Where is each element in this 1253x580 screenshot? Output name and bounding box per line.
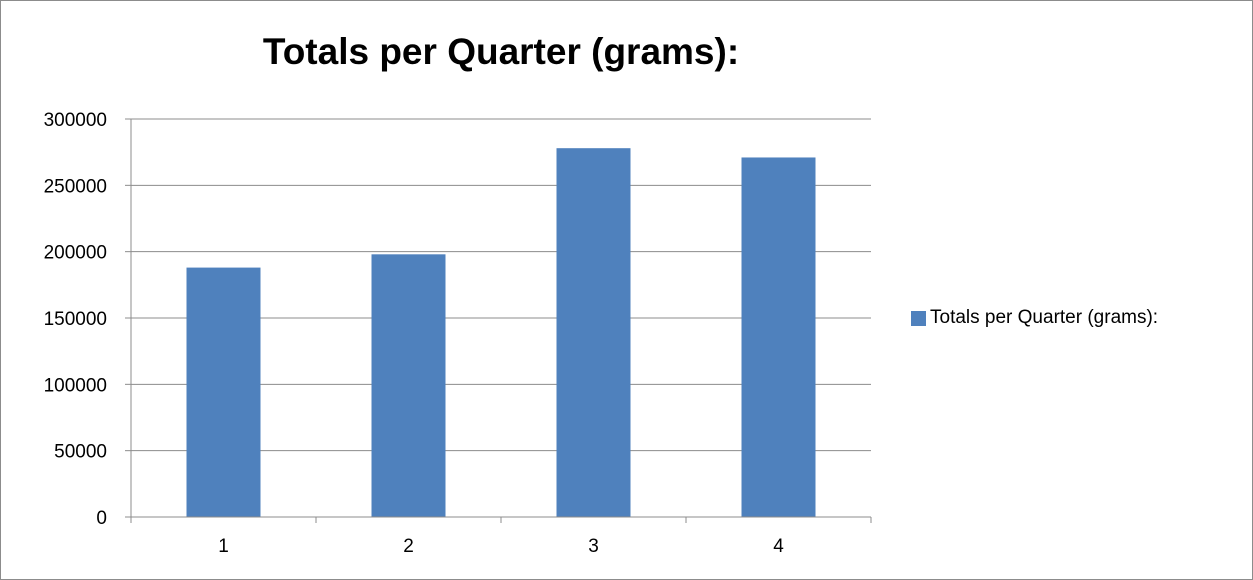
bar-quarter-2 <box>371 254 446 517</box>
y-tick-label: 250000 <box>44 176 107 197</box>
bar-quarter-3 <box>556 148 631 518</box>
bars <box>186 148 816 518</box>
x-tick-label: 2 <box>403 536 414 557</box>
y-tick-label: 200000 <box>44 243 107 264</box>
bar-quarter-1 <box>186 267 261 517</box>
x-tick-label: 4 <box>773 536 784 557</box>
y-tick-label: 0 <box>96 508 107 529</box>
x-tick-label: 3 <box>588 536 599 557</box>
legend: Totals per Quarter (grams): <box>911 307 1158 329</box>
y-tick-label: 150000 <box>44 309 107 330</box>
y-tick-label: 300000 <box>44 110 107 131</box>
legend-swatch <box>911 310 926 326</box>
tick-labels: 0 50000 100000 150000 200000 250000 300000 1 2 3 4 <box>44 110 785 557</box>
x-tick-label: 1 <box>218 536 229 557</box>
y-tick-label: 50000 <box>54 442 107 463</box>
legend-label: Totals per Quarter (grams): <box>930 307 1159 328</box>
bar-quarter-4 <box>741 157 816 517</box>
y-tick-label: 100000 <box>44 375 107 396</box>
chart-title: Totals per Quarter (grams): <box>262 31 740 72</box>
axes <box>125 118 872 523</box>
